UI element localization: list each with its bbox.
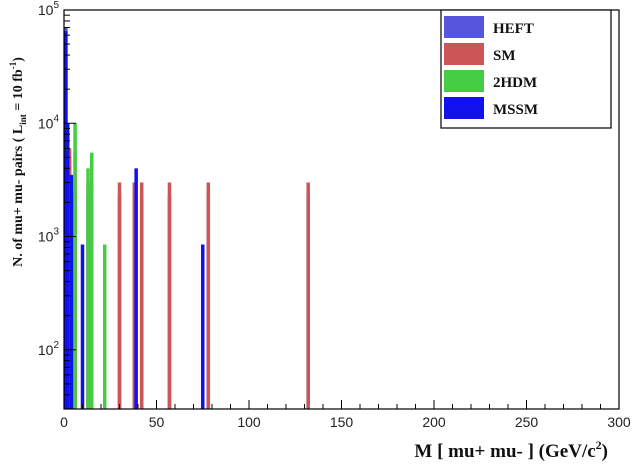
bar-mssm-2 bbox=[69, 174, 74, 409]
y-axis-title-sub: int bbox=[18, 114, 28, 125]
legend-label-heft: HEFT bbox=[493, 21, 534, 37]
legend-label-2hdm: 2HDM bbox=[493, 75, 537, 91]
x-axis-ticks: 0 50 100 150 200 250 300 bbox=[60, 400, 631, 430]
bar-mssm-5 bbox=[201, 244, 205, 409]
x-axis-title: M [ mu+ mu- ] (GeV/c2) bbox=[414, 438, 608, 462]
legend-swatch-sm bbox=[444, 43, 484, 65]
bar-sm-8 bbox=[167, 182, 172, 409]
y-axis-title-end: ) bbox=[11, 57, 26, 62]
legend-swatch-2hdm bbox=[444, 70, 484, 92]
bar-sm-10 bbox=[306, 182, 310, 409]
x-tick-label: 100 bbox=[237, 414, 261, 430]
bar-2hdm-5 bbox=[102, 244, 107, 409]
y-axis-title-main: N. of mu+ mu- pairs ( L bbox=[11, 125, 26, 267]
y-axis-title-mid: = 10 fb bbox=[11, 69, 26, 114]
bar-sm-6 bbox=[132, 182, 137, 409]
y-tick-label: 102 bbox=[38, 340, 60, 358]
x-axis-title-main: M [ mu+ mu- ] (GeV/c bbox=[414, 441, 595, 462]
y-tick-label: 103 bbox=[38, 227, 60, 245]
y-tick-label: 105 bbox=[38, 0, 60, 18]
bar-sm-9 bbox=[206, 182, 211, 409]
bar-mssm-3 bbox=[80, 244, 85, 409]
bar-2hdm-2 bbox=[73, 123, 77, 409]
legend: HEFT SM 2HDM MSSM bbox=[440, 9, 612, 129]
bar-2hdm-3 bbox=[86, 168, 90, 409]
bar-mssm-4 bbox=[134, 168, 138, 409]
bar-mssm-0 bbox=[64, 31, 68, 409]
x-axis-title-close: ) bbox=[602, 441, 608, 462]
x-tick-label: 250 bbox=[515, 414, 539, 430]
y-axis-ticks: 102 103 104 105 bbox=[38, 0, 76, 396]
bar-sm-5 bbox=[117, 182, 122, 409]
x-tick-label: 200 bbox=[422, 414, 446, 430]
bar-sm-1 bbox=[67, 148, 72, 409]
bar-mssm-1 bbox=[65, 123, 70, 409]
y-axis-title: N. of mu+ mu- pairs ( Lint = 10 fb-1) bbox=[8, 57, 28, 267]
y-tick-label: 104 bbox=[38, 113, 60, 131]
legend-swatch-mssm bbox=[444, 97, 484, 119]
histogram-bars bbox=[64, 27, 310, 410]
x-tick-label: 50 bbox=[149, 414, 165, 430]
legend-swatch-heft bbox=[444, 16, 484, 38]
bar-sm-7 bbox=[139, 182, 144, 409]
legend-label-sm: SM bbox=[493, 48, 516, 64]
bar-2hdm-4 bbox=[90, 152, 94, 410]
legend-label-mssm: MSSM bbox=[493, 102, 538, 118]
x-tick-label: 300 bbox=[607, 414, 631, 430]
x-tick-label: 0 bbox=[60, 414, 68, 430]
x-axis-title-exp: 2 bbox=[596, 438, 602, 452]
y-axis-title-sup: -1 bbox=[8, 61, 18, 69]
x-tick-label: 150 bbox=[330, 414, 354, 430]
